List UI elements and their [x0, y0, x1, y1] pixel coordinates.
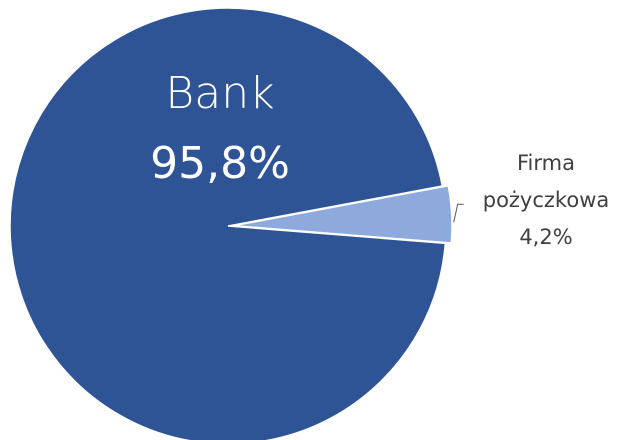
slice-label-bank: Bank: [165, 68, 274, 119]
slice-value-firma-pozyczkowa: 4,2%: [519, 225, 572, 249]
leader-line-firma-pozyczkowa: [453, 203, 464, 223]
pie-slice-firma-pozyczkowa: [233, 184, 453, 244]
slice-label-firma-line2: pożyczkowa: [483, 188, 610, 212]
slice-label-firma-line1: Firma: [517, 151, 575, 175]
slice-value-bank: 95,8%: [150, 138, 290, 189]
pie-slice-bank: [9, 7, 447, 440]
